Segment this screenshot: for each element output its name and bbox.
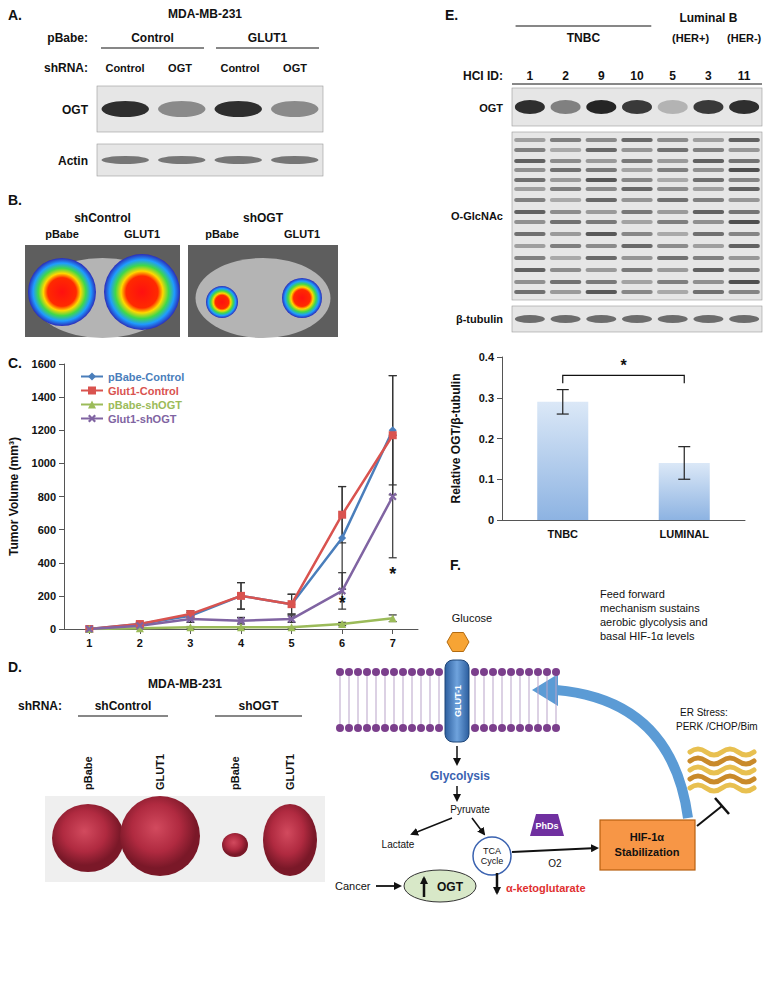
svg-text:1000: 1000 xyxy=(32,457,56,469)
svg-text:Glucose: Glucose xyxy=(452,612,492,624)
svg-text:pBabe: pBabe xyxy=(45,228,79,240)
svg-text:O2: O2 xyxy=(548,858,562,869)
svg-text:0.1: 0.1 xyxy=(479,473,494,485)
svg-text:B.: B. xyxy=(8,192,22,208)
svg-text:3: 3 xyxy=(705,69,712,83)
svg-text:1: 1 xyxy=(527,69,534,83)
svg-text:1: 1 xyxy=(86,637,92,649)
svg-text:7: 7 xyxy=(390,637,396,649)
svg-text:MDA-MB-231: MDA-MB-231 xyxy=(168,7,242,21)
svg-text:Glut1-Control: Glut1-Control xyxy=(108,385,179,397)
svg-text:pBabe: pBabe xyxy=(82,756,94,790)
svg-text:Cycle: Cycle xyxy=(481,856,504,866)
svg-text:α-ketoglutarate: α-ketoglutarate xyxy=(506,882,586,894)
svg-text:MDA-MB-231: MDA-MB-231 xyxy=(148,677,222,691)
svg-text:2: 2 xyxy=(562,69,569,83)
svg-text:shRNA:: shRNA: xyxy=(18,699,62,713)
svg-text:800: 800 xyxy=(38,491,56,503)
svg-text:shControl: shControl xyxy=(74,211,131,225)
svg-text:5: 5 xyxy=(289,637,295,649)
svg-text:pBabe: pBabe xyxy=(205,228,239,240)
svg-text:2: 2 xyxy=(137,637,143,649)
svg-text:6: 6 xyxy=(339,637,345,649)
svg-text:Tumor Volume (mm³): Tumor Volume (mm³) xyxy=(7,437,21,556)
svg-text:Actin: Actin xyxy=(58,154,88,168)
svg-text:OGT: OGT xyxy=(437,880,464,894)
svg-text:Stabilization: Stabilization xyxy=(615,846,680,858)
svg-text:C.: C. xyxy=(8,355,22,371)
svg-text:aerobic glycolysis and: aerobic glycolysis and xyxy=(600,616,708,628)
svg-text:PERK /CHOP/Bim: PERK /CHOP/Bim xyxy=(676,721,758,732)
svg-text:GLUT1: GLUT1 xyxy=(154,754,166,790)
svg-text:*: * xyxy=(339,593,346,613)
svg-text:0: 0 xyxy=(488,514,494,526)
svg-text:F.: F. xyxy=(450,557,461,573)
svg-text:shOGT: shOGT xyxy=(238,699,279,713)
svg-text:OGT: OGT xyxy=(168,62,192,74)
svg-text:Glut1-shOGT: Glut1-shOGT xyxy=(108,413,177,425)
svg-text:HCI ID:: HCI ID: xyxy=(463,69,503,83)
svg-text:Cancer: Cancer xyxy=(335,880,371,892)
svg-text:1600: 1600 xyxy=(32,358,56,370)
svg-text:ER Stress:: ER Stress: xyxy=(680,707,728,718)
svg-text:0.2: 0.2 xyxy=(479,433,494,445)
svg-text:GLUT1: GLUT1 xyxy=(284,754,296,790)
svg-text:O-GlcNAc: O-GlcNAc xyxy=(451,210,503,222)
svg-text:OGT: OGT xyxy=(283,62,307,74)
svg-text:Luminal B: Luminal B xyxy=(679,11,737,25)
svg-text:10: 10 xyxy=(630,69,644,83)
svg-text:OGT: OGT xyxy=(62,103,89,117)
svg-text:Control: Control xyxy=(220,62,259,74)
svg-text:1400: 1400 xyxy=(32,391,56,403)
svg-text:E.: E. xyxy=(445,7,458,23)
svg-text:shRNA:: shRNA: xyxy=(44,61,88,75)
svg-text:5: 5 xyxy=(669,69,676,83)
svg-text:400: 400 xyxy=(38,557,56,569)
svg-text:0.4: 0.4 xyxy=(479,351,495,363)
svg-text:*: * xyxy=(620,357,627,374)
svg-text:mechanism sustains: mechanism sustains xyxy=(600,602,700,614)
svg-text:Lactate: Lactate xyxy=(382,839,415,850)
svg-text:Control: Control xyxy=(105,62,144,74)
svg-text:*: * xyxy=(389,564,396,584)
svg-text:11: 11 xyxy=(738,69,751,83)
svg-text:GLUT1: GLUT1 xyxy=(248,31,288,45)
svg-text:4: 4 xyxy=(238,637,245,649)
svg-text:(HER+): (HER+) xyxy=(672,32,709,44)
svg-text:pBabe-shOGT: pBabe-shOGT xyxy=(108,399,182,411)
svg-text:GLUT-1: GLUT-1 xyxy=(453,685,463,717)
svg-text:pBabe:: pBabe: xyxy=(47,31,88,45)
svg-text:basal HIF-1α levels: basal HIF-1α levels xyxy=(600,630,695,642)
svg-text:D.: D. xyxy=(8,659,22,675)
svg-text:Feed forward: Feed forward xyxy=(600,588,665,600)
svg-text:pBabe-Control: pBabe-Control xyxy=(108,371,184,383)
svg-text:PhDs: PhDs xyxy=(535,821,558,831)
svg-text:OGT: OGT xyxy=(479,102,503,114)
svg-text:HIF-1α: HIF-1α xyxy=(630,831,665,843)
svg-text:Pyruvate: Pyruvate xyxy=(450,804,490,815)
svg-text:(HER-): (HER-) xyxy=(727,32,762,44)
svg-text:Glycolysis: Glycolysis xyxy=(430,769,490,783)
svg-text:200: 200 xyxy=(38,590,56,602)
svg-text:shOGT: shOGT xyxy=(243,211,284,225)
svg-text:0: 0 xyxy=(50,623,56,635)
svg-text:GLUT1: GLUT1 xyxy=(284,228,320,240)
svg-text:GLUT1: GLUT1 xyxy=(124,228,160,240)
svg-text:1200: 1200 xyxy=(32,424,56,436)
svg-text:β-tubulin: β-tubulin xyxy=(456,313,503,325)
svg-text:A.: A. xyxy=(8,7,22,23)
svg-text:0.3: 0.3 xyxy=(479,392,494,404)
svg-text:Control: Control xyxy=(131,31,174,45)
svg-text:9: 9 xyxy=(598,69,605,83)
svg-text:3: 3 xyxy=(187,637,193,649)
svg-text:shControl: shControl xyxy=(95,699,152,713)
svg-text:TNBC: TNBC xyxy=(567,31,601,45)
svg-text:LUMINAL: LUMINAL xyxy=(660,528,710,540)
svg-text:Relative OGT/β-tubulin: Relative OGT/β-tubulin xyxy=(449,374,463,504)
svg-text:pBabe: pBabe xyxy=(229,756,241,790)
svg-text:TCA: TCA xyxy=(483,846,501,856)
svg-text:600: 600 xyxy=(38,524,56,536)
svg-text:TNBC: TNBC xyxy=(547,528,578,540)
